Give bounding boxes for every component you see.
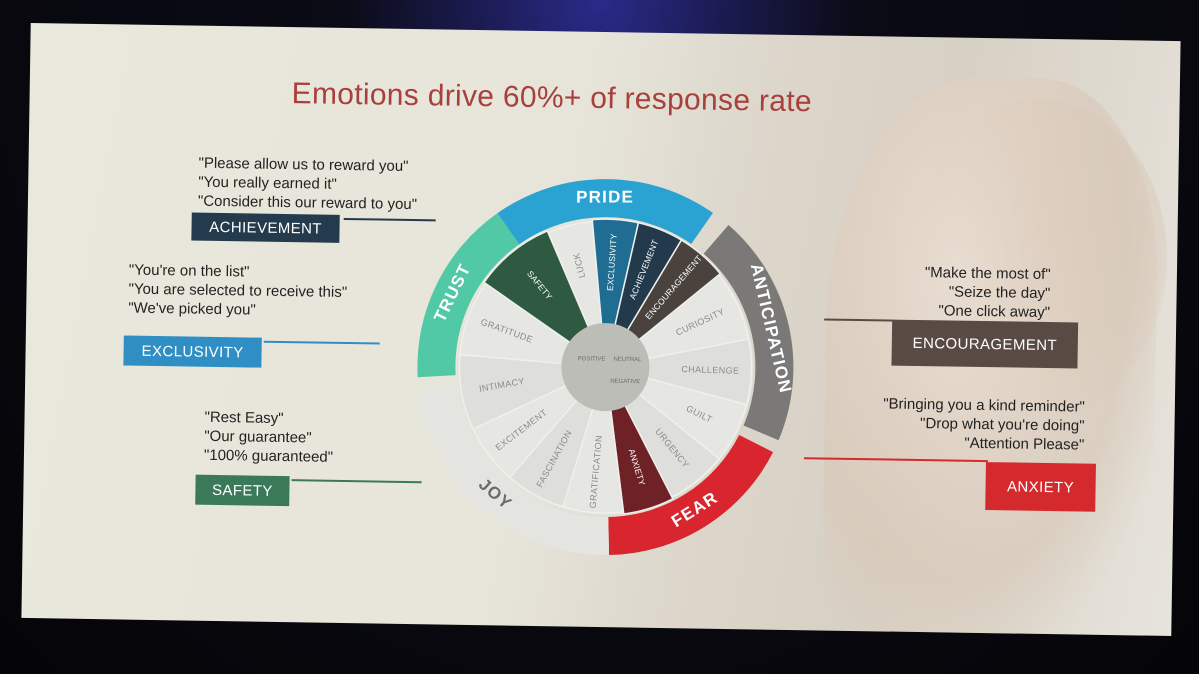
presentation-slide: Emotions drive 60%+ of response rate "Pl… (21, 23, 1181, 636)
outer-label-pride: PRIDE (576, 188, 634, 207)
segment-label-exclusivity: EXCLUSIVITY (605, 233, 619, 291)
outer-segment-pride (497, 179, 713, 245)
center-label-neutral: NEUTRAL (613, 357, 642, 363)
outer-segment-anticipation (703, 224, 794, 441)
emotion-wheel: LUCK EXCLUSIVITY ACHIEVEMENTENCOURAGEMENTC… (417, 179, 795, 556)
segment-label-challenge: CHALLENGE (681, 364, 739, 376)
outer-segment-fear (608, 434, 774, 556)
center-label-negative: NEGATIVE (610, 379, 640, 385)
inner-segment-safety (482, 229, 608, 370)
outer-segment-trust (417, 213, 520, 378)
center-hub (561, 323, 650, 412)
outer-segment-joy (418, 385, 610, 556)
center-label-positive: POSITIVE (578, 356, 606, 362)
